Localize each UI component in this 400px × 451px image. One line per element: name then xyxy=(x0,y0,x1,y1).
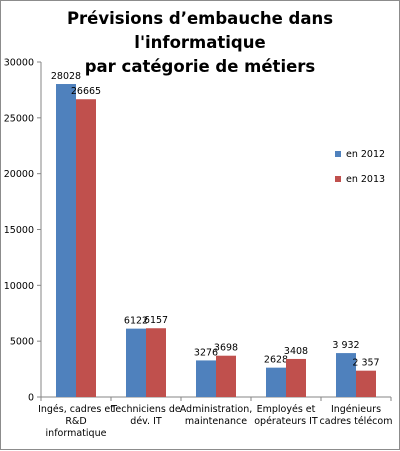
x-category-label: opérateurs IT xyxy=(254,416,318,427)
y-tick-label: 20000 xyxy=(4,169,34,180)
chart-title-line-2: par catégorie de métiers xyxy=(84,57,316,76)
bar xyxy=(266,367,286,397)
bar xyxy=(356,370,376,397)
x-category-label: Ingénieurs xyxy=(331,404,381,415)
x-category-label: Administration, xyxy=(180,404,253,415)
x-category-label: R&D xyxy=(65,416,86,427)
y-tick-label: 5000 xyxy=(10,337,34,348)
legend-swatch xyxy=(335,151,341,157)
bar xyxy=(56,84,76,398)
bar xyxy=(286,358,306,397)
bar xyxy=(126,328,146,397)
y-tick-label: 0 xyxy=(28,393,34,404)
x-category-label: maintenance xyxy=(185,416,247,427)
y-tick-label: 30000 xyxy=(4,58,34,69)
legend-swatch xyxy=(335,176,341,182)
x-category-label: cadres télécom xyxy=(320,416,393,427)
data-label: 3 932 xyxy=(332,340,359,351)
x-category-label: informatique xyxy=(46,428,107,439)
data-label: 3408 xyxy=(284,346,308,357)
bar xyxy=(216,355,236,397)
data-label: 2 357 xyxy=(352,358,379,369)
y-tick-label: 10000 xyxy=(4,281,34,292)
x-category-label: Techniciens de xyxy=(110,404,181,415)
bar xyxy=(146,328,166,397)
data-label: 3698 xyxy=(214,343,238,354)
legend-label: en 2013 xyxy=(346,174,385,185)
bar xyxy=(196,360,216,397)
legend-label: en 2012 xyxy=(346,149,385,160)
data-label: 28028 xyxy=(51,71,81,82)
bar xyxy=(336,353,356,397)
x-category-label: Employés et xyxy=(257,404,316,415)
data-label: 3276 xyxy=(194,347,218,358)
y-tick-label: 25000 xyxy=(4,113,34,124)
data-label: 6157 xyxy=(144,315,168,326)
data-label: 26665 xyxy=(71,86,101,97)
x-category-label: Ingés, cadres et xyxy=(38,404,114,415)
chart-title-line-1: Prévisions d’embauche dans l'informatiqu… xyxy=(66,9,334,52)
data-label: 6122 xyxy=(124,316,148,327)
y-tick-label: 15000 xyxy=(4,225,34,236)
bar xyxy=(76,99,96,397)
chart-title: Prévisions d’embauche dans l'informatiqu… xyxy=(1,7,399,79)
x-category-label: dév. IT xyxy=(130,416,162,427)
data-label: 2628 xyxy=(264,355,288,366)
